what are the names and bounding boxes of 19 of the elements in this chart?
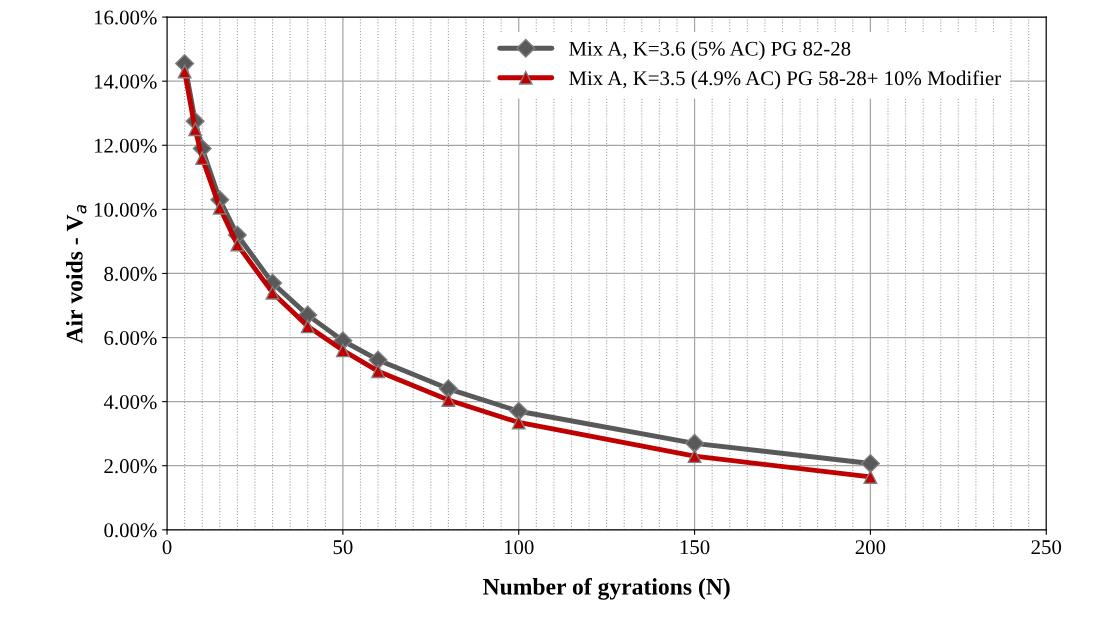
y-tick-label: 8.00% (104, 266, 157, 281)
y-tick-label: 12.00% (94, 138, 157, 153)
x-axis-title: Number of gyrations (N) (483, 577, 730, 600)
x-tick-label: 50 (333, 540, 353, 555)
legend-label: Mix A, K=3.5 (4.9% AC) PG 58-28+ 10% Modifier (569, 70, 1001, 90)
y-tick-label: 6.00% (104, 330, 157, 346)
y-tick-label: 2.00% (104, 459, 157, 474)
y-axis-title: Air voids - V$_{a}$ (65, 205, 87, 344)
y-tick-label: 0.00% (104, 523, 157, 538)
x-tick-label: 0 (162, 540, 172, 555)
y-tick-label: 16.00% (94, 10, 157, 25)
x-tick-label: 200 (855, 540, 886, 555)
x-tick-label: 100 (504, 540, 534, 555)
y-tick-label: 4.00% (103, 395, 157, 410)
y-tick-label: 14.00% (94, 74, 157, 89)
y-tick-label: 10.00% (94, 202, 157, 217)
x-tick-label: 150 (680, 540, 710, 555)
legend-label: Mix A, K=3.6 (5% AC) PG 82-28 (569, 41, 851, 60)
x-tick-label: 250 (1031, 540, 1062, 555)
